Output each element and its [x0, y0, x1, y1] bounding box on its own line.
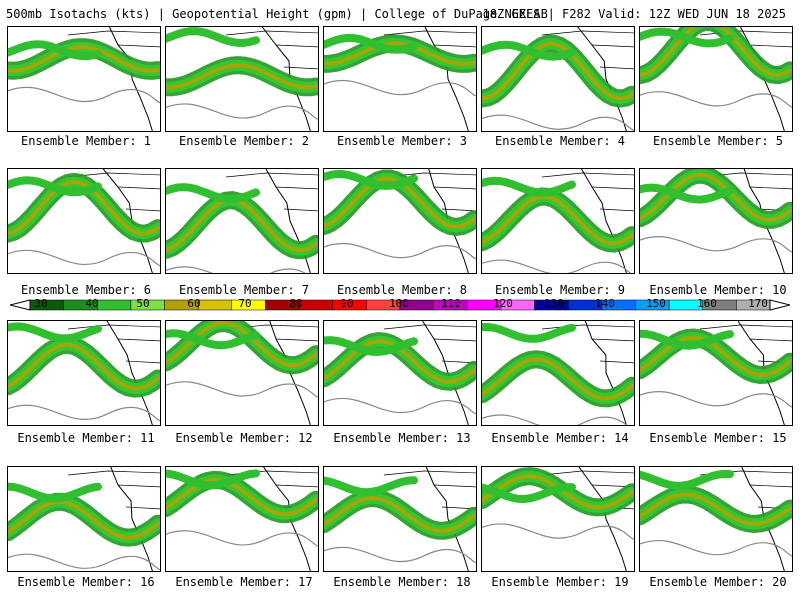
jet-stream-map: [166, 169, 318, 273]
ensemble-panel-7: [165, 168, 319, 274]
ensemble-panel-14: [481, 320, 635, 426]
ensemble-panel-19: [481, 466, 635, 572]
colorbar-tick-label: 130: [544, 297, 564, 310]
ensemble-panel-16: [7, 466, 161, 572]
colorbar-swatch: [197, 299, 233, 311]
jet-stream-map: [8, 321, 160, 425]
panel-caption: Ensemble Member: 16: [17, 575, 155, 589]
jet-stream-map: [166, 321, 318, 425]
panel-caption: Ensemble Member: 13: [333, 431, 471, 445]
ensemble-panel-5: [639, 26, 793, 132]
colorbar-tick-label: 160: [697, 297, 717, 310]
ensemble-panel-13: [323, 320, 477, 426]
panel-caption: Ensemble Member: 8: [336, 283, 468, 297]
jet-stream-map: [324, 27, 476, 131]
ensemble-panel-12: [165, 320, 319, 426]
isotach-colorbar: [10, 299, 790, 311]
panel-caption: Ensemble Member: 18: [333, 575, 471, 589]
colorbar-tick-label: 120: [493, 297, 513, 310]
colorbar-tick-label: 50: [136, 297, 150, 310]
ensemble-panel-1: [7, 26, 161, 132]
jet-stream-map: [640, 169, 792, 273]
jet-stream-map: [324, 467, 476, 571]
jet-stream-map: [482, 321, 634, 425]
colorbar-tick-label: 30: [34, 297, 48, 310]
colorbar-tick-label: 150: [646, 297, 666, 310]
panel-caption: Ensemble Member: 4: [494, 134, 626, 148]
ensemble-panel-4: [481, 26, 635, 132]
colorbar-tick-label: 100: [389, 297, 409, 310]
jet-stream-map: [8, 169, 160, 273]
ensemble-panel-3: [323, 26, 477, 132]
colorbar-tick-label: 110: [441, 297, 461, 310]
colorbar-tick-label: 80: [289, 297, 303, 310]
panel-caption: Ensemble Member: 11: [17, 431, 155, 445]
ensemble-panel-20: [639, 466, 793, 572]
header-title: 500mb Isotachs (kts) | Geopotential Heig…: [6, 7, 548, 21]
panel-caption: Ensemble Member: 2: [178, 134, 310, 148]
jet-stream-map: [166, 27, 318, 131]
panel-caption: Ensemble Member: 5: [652, 134, 784, 148]
ensemble-panel-15: [639, 320, 793, 426]
panel-caption: Ensemble Member: 7: [178, 283, 310, 297]
panel-caption: Ensemble Member: 12: [175, 431, 313, 445]
colorbar-swatch: [298, 299, 333, 311]
jet-stream-map: [482, 169, 634, 273]
panel-caption: Ensemble Member: 1: [20, 134, 152, 148]
colorbar-right-arrow: [769, 299, 790, 311]
colorbar-tick-label: 40: [85, 297, 99, 310]
colorbar-tick-label: 90: [340, 297, 354, 310]
panel-caption: Ensemble Member: 20: [649, 575, 787, 589]
ensemble-panel-10: [639, 168, 793, 274]
ensemble-panel-2: [165, 26, 319, 132]
jet-stream-map: [640, 321, 792, 425]
ensemble-panel-11: [7, 320, 161, 426]
ensemble-panel-9: [481, 168, 635, 274]
header-run-info: 18Z GEFS | F282 Valid: 12Z WED JUN 18 20…: [482, 7, 786, 21]
jet-stream-map: [482, 27, 634, 131]
ensemble-panel-6: [7, 168, 161, 274]
jet-stream-map: [324, 169, 476, 273]
panel-caption: Ensemble Member: 14: [491, 431, 629, 445]
panel-caption: Ensemble Member: 19: [491, 575, 629, 589]
jet-stream-map: [324, 321, 476, 425]
colorbar-tick-label: 170: [748, 297, 768, 310]
panel-caption: Ensemble Member: 10: [649, 283, 787, 297]
ensemble-panel-8: [323, 168, 477, 274]
jet-stream-map: [640, 467, 792, 571]
jet-stream-map: [166, 467, 318, 571]
colorbar-tick-label: 70: [238, 297, 252, 310]
panel-caption: Ensemble Member: 9: [494, 283, 626, 297]
panel-caption: Ensemble Member: 17: [175, 575, 313, 589]
jet-stream-map: [8, 467, 160, 571]
colorbar-tick-label: 60: [187, 297, 201, 310]
jet-stream-map: [482, 467, 634, 571]
colorbar-tick-label: 140: [595, 297, 615, 310]
jet-stream-map: [640, 27, 792, 131]
ensemble-panel-18: [323, 466, 477, 572]
colorbar-swatch: [97, 299, 132, 311]
jet-stream-map: [8, 27, 160, 131]
panel-caption: Ensemble Member: 15: [649, 431, 787, 445]
ensemble-panel-17: [165, 466, 319, 572]
panel-caption: Ensemble Member: 3: [336, 134, 468, 148]
colorbar-left-arrow: [10, 299, 31, 311]
panel-caption: Ensemble Member: 6: [20, 283, 152, 297]
